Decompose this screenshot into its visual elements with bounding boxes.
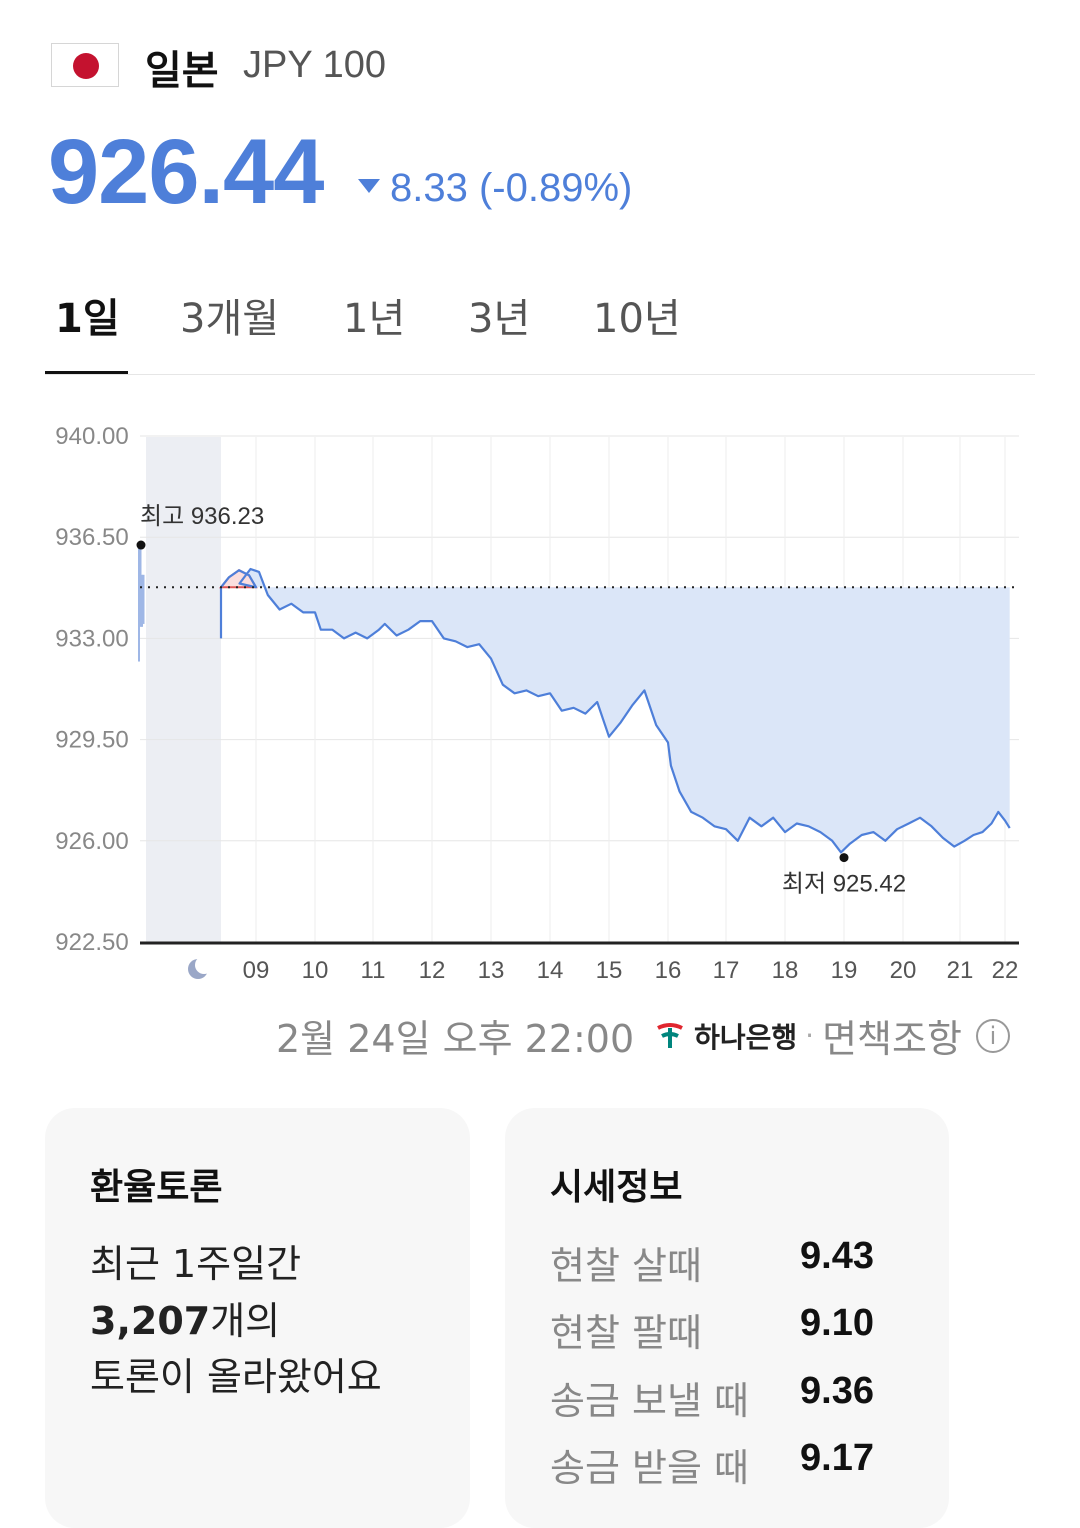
period-tabs: 1일 3개월 1년 3년 10년 <box>45 278 1035 375</box>
disclaimer-link[interactable]: 면책조항 <box>822 1017 962 1061</box>
high-marker <box>136 540 146 550</box>
y-tick-label: 936.50 <box>55 524 128 551</box>
x-tick-label: 21 <box>947 957 974 984</box>
info-icon[interactable]: i <box>975 1018 1010 1053</box>
high-label: 최고 936.23 <box>140 503 264 530</box>
rate-value: 9.36 <box>800 1370 874 1412</box>
low-label: 최저 925.42 <box>782 871 906 898</box>
rate-value: 9.10 <box>800 1302 874 1344</box>
country-name: 일본 <box>145 48 219 94</box>
debate-title: 환율토론 <box>90 1167 223 1208</box>
y-axis-labels: 940.00 936.50 933.00 929.50 926.00 922.50 <box>55 423 128 956</box>
low-marker <box>839 853 849 863</box>
overnight-shade <box>146 437 221 943</box>
rate-label: 현찰 살때 <box>550 1244 702 1288</box>
y-tick-label: 926.00 <box>55 828 128 855</box>
x-tick-label: 15 <box>596 957 623 984</box>
hana-bank-logo-icon <box>657 1022 684 1048</box>
price-change: 8.33 (-0.89%) <box>358 166 632 211</box>
update-time: 2월 24일 오후 22:00 <box>276 1017 635 1061</box>
tab-3y[interactable]: 3년 <box>468 296 531 342</box>
x-tick-label: 10 <box>302 957 329 984</box>
chart-series <box>138 545 1011 854</box>
debate-card[interactable]: 환율토론 최근 1주일간 3,207개의 토론이 올라왔어요 <box>45 1108 470 1528</box>
update-info: 2월 24일 오후 22:00 하나은행 · 면책조항 i <box>276 1008 1010 1063</box>
tab-10y[interactable]: 10년 <box>593 296 681 342</box>
rate-label: 현찰 팔때 <box>550 1311 702 1355</box>
separator-dot: · <box>805 1019 815 1052</box>
rate-row: 현찰 팔때 9.10 <box>550 1302 890 1362</box>
x-tick-label: 18 <box>772 957 799 984</box>
price-line <box>219 567 1011 854</box>
tab-1y[interactable]: 1년 <box>343 296 406 342</box>
currency-code: JPY 100 <box>243 44 386 86</box>
rate-value: 9.43 <box>800 1235 874 1277</box>
rate-value: 9.17 <box>800 1437 874 1479</box>
moon-icon-cut <box>195 956 213 974</box>
y-tick-label: 933.00 <box>55 625 128 652</box>
x-tick-label: 09 <box>243 957 270 984</box>
x-axis-labels: 09 10 11 12 13 14 15 16 17 18 19 20 21 22 <box>188 956 1018 984</box>
tab-3m[interactable]: 3개월 <box>180 296 280 342</box>
debate-count-suffix: 개의 <box>210 1299 281 1343</box>
exchange-rate-chart[interactable]: 940.00 936.50 933.00 929.50 926.00 922.50 09 1… <box>0 400 1080 1000</box>
debate-count: 3,207 <box>90 1299 211 1343</box>
y-tick-label: 929.50 <box>55 727 128 754</box>
x-tick-label: 19 <box>831 957 858 984</box>
y-tick-label: 922.50 <box>55 929 128 956</box>
x-tick-label: 22 <box>992 957 1019 984</box>
x-tick-label: 16 <box>655 957 682 984</box>
down-arrow-icon <box>358 178 380 193</box>
tab-1d[interactable]: 1일 <box>55 296 120 342</box>
rate-label: 송금 보낼 때 <box>550 1379 749 1423</box>
active-tab-indicator <box>45 371 128 374</box>
current-price: 926.44 <box>48 121 324 223</box>
x-tick-label: 11 <box>361 957 386 984</box>
price-change-value: 8.33 (-0.89%) <box>390 166 633 210</box>
rate-label: 송금 받을 때 <box>550 1446 749 1490</box>
rates-card[interactable]: 시세정보 현찰 살때 9.43 현찰 팔때 9.10 송금 보낼 때 9.36 … <box>505 1108 949 1528</box>
x-tick-label: 12 <box>419 957 446 984</box>
chart-annotations: 최고 936.23 최저 925.42 <box>136 503 1019 898</box>
y-tick-label: 940.00 <box>55 423 128 450</box>
x-tick-label: 14 <box>537 957 564 984</box>
rate-row: 송금 받을 때 9.17 <box>550 1437 890 1497</box>
rates-title: 시세정보 <box>550 1167 683 1208</box>
x-tick-label: 13 <box>478 957 505 984</box>
rate-row: 송금 보낼 때 9.36 <box>550 1370 890 1430</box>
japan-flag-icon <box>51 43 119 87</box>
bank-source[interactable]: 하나은행 <box>652 1016 797 1056</box>
debate-line-1: 최근 1주일간 <box>90 1242 302 1286</box>
bank-name: 하나은행 <box>694 1020 798 1054</box>
x-tick-label: 17 <box>713 957 740 984</box>
x-tick-label: 20 <box>890 957 917 984</box>
debate-line-3: 토론이 올라왔어요 <box>90 1355 382 1399</box>
rate-row: 현찰 살때 9.43 <box>550 1235 890 1295</box>
moon-icon <box>188 956 213 979</box>
debate-line-2: 3,207개의 <box>90 1290 280 1345</box>
below-close-area <box>221 569 1010 853</box>
